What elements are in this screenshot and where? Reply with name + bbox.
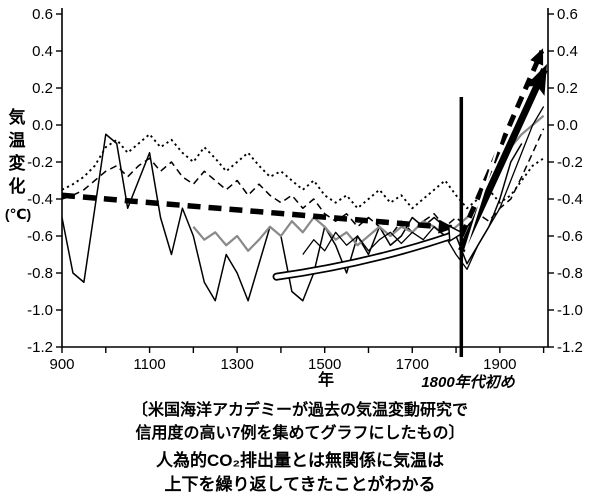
y-tick-label-left: 0.0 xyxy=(32,117,53,134)
y-axis-unit: (℃) xyxy=(4,206,32,222)
curved-arrow-head xyxy=(447,224,465,243)
y-tick-label-right: 0.0 xyxy=(557,117,578,134)
y-tick-label-right: -1.2 xyxy=(557,339,583,356)
y-tick-label-left: -0.8 xyxy=(27,265,53,282)
y-tick-label-right: 0.4 xyxy=(557,43,578,60)
axis-frame xyxy=(61,8,549,348)
arrow-rise-highlight xyxy=(464,87,518,251)
y-tick-label-left: 0.6 xyxy=(32,6,53,23)
y-tick-label-right: -0.4 xyxy=(557,191,583,208)
vline-annotation-label: 1800年代初め xyxy=(421,374,515,391)
trend-dashed-rise xyxy=(459,48,545,237)
caption-line-1: 〔米国海洋アカデミーが過去の気温変動研究で xyxy=(131,402,468,419)
y-tick-label-right: -0.2 xyxy=(557,154,583,171)
y-tick-label-right: 0.2 xyxy=(557,80,578,97)
curved-arrow-core xyxy=(274,233,454,279)
x-axis-label: 年 xyxy=(318,372,335,389)
y-tick-label-left: -1.2 xyxy=(27,339,53,356)
series-reconstruction-3-dashed xyxy=(61,128,545,237)
y-tick-label-right: -0.8 xyxy=(557,265,583,282)
axis-ticks: 0.6 0.6 0.4 0.4 0.2 0.2 0.0 0.0 -0.2 -0.2 -0.4 -0.4… xyxy=(27,6,583,373)
y-tick-label-right: 0.6 xyxy=(557,6,578,23)
y-tick-label-left: -0.6 xyxy=(27,228,53,245)
x-tick-label: 1300 xyxy=(220,356,253,373)
y-tick-label-right: -0.6 xyxy=(557,228,583,245)
series-reconstruction-5-solid xyxy=(302,106,545,270)
y-tick-label-left: 0.4 xyxy=(32,43,53,60)
y-tick-label-left: -0.4 xyxy=(27,191,53,208)
y-tick-label-left: 0.2 xyxy=(32,80,53,97)
x-tick-label: 1700 xyxy=(396,356,429,373)
y-axis-label: 気温変化 xyxy=(8,108,26,196)
annotations xyxy=(458,64,548,357)
x-tick-label: 1100 xyxy=(133,356,165,373)
trend-dashed-decline xyxy=(61,192,455,234)
caption-line-4: 上下を繰り返してきたことがわかる xyxy=(164,475,436,494)
axes xyxy=(61,8,549,348)
series-reconstruction-2-dotted xyxy=(61,133,545,210)
y-tick-label-left: -1.0 xyxy=(27,302,53,319)
caption-line-3: 人為的CO₂排出量とは無関係に気温は xyxy=(155,451,445,470)
x-tick-label: 900 xyxy=(49,356,74,373)
trend-lines xyxy=(61,48,545,281)
y-tick-label-right: -1.0 xyxy=(557,302,583,319)
caption-line-2: 信用度の高い7例を集めてグラフにしたもの〕 xyxy=(135,425,465,442)
x-tick-label: 1500 xyxy=(308,356,341,373)
x-tick-label: 1900 xyxy=(483,356,516,373)
figure-caption: 〔米国海洋アカデミーが過去の気温変動研究で 信用度の高い7例を集めてグラフにした… xyxy=(0,399,600,497)
chart-canvas: 0.6 0.6 0.4 0.4 0.2 0.2 0.0 0.0 -0.2 -0.2 -0.4 -0.4… xyxy=(27,6,583,373)
y-tick-label-left: -0.2 xyxy=(27,154,53,171)
